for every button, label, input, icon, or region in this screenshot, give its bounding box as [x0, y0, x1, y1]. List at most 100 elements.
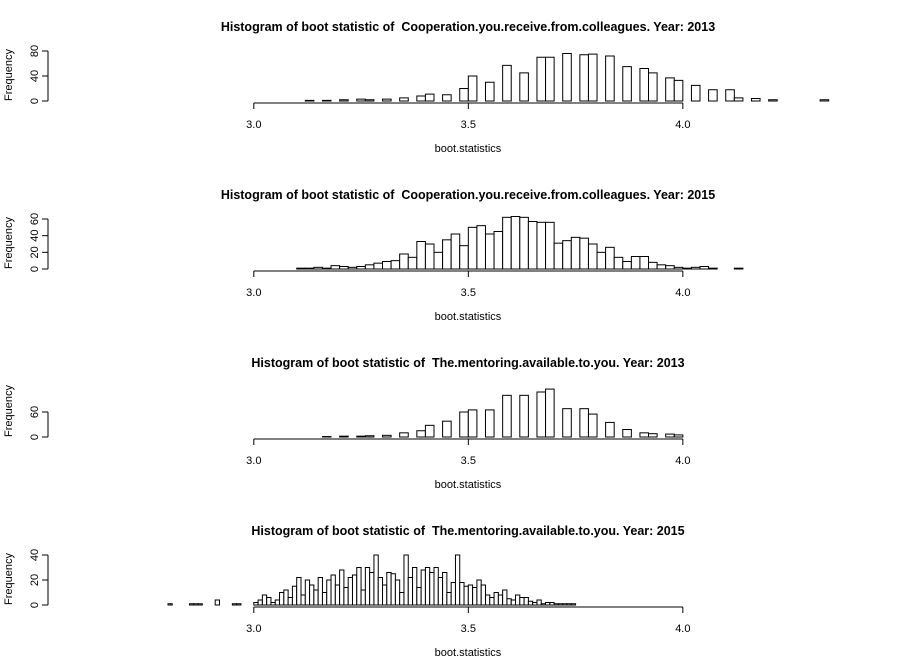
bar	[279, 592, 285, 606]
bar	[527, 600, 534, 606]
bar	[296, 267, 306, 270]
bar	[515, 594, 521, 606]
bar	[214, 599, 220, 606]
bar	[665, 265, 675, 270]
bar	[750, 98, 761, 102]
bar	[193, 603, 199, 606]
bar	[562, 240, 572, 270]
bar	[639, 256, 650, 270]
bar	[412, 567, 418, 606]
bar	[648, 433, 658, 438]
x-axis-label: boot.statistics	[435, 311, 502, 323]
bar	[527, 221, 538, 270]
bar	[442, 239, 452, 270]
bar	[304, 99, 315, 102]
bar	[313, 589, 319, 606]
bar	[330, 574, 336, 606]
bar	[605, 246, 615, 270]
bar	[416, 587, 422, 606]
bar	[502, 64, 512, 102]
bar	[467, 584, 474, 606]
bar	[536, 56, 547, 102]
bar	[536, 391, 547, 438]
bar	[733, 267, 744, 270]
bar	[424, 567, 431, 606]
bar	[768, 99, 778, 102]
bar	[356, 266, 366, 270]
bar	[690, 84, 701, 102]
bar	[553, 603, 559, 606]
bar	[476, 225, 486, 270]
bar	[257, 599, 263, 606]
bar	[605, 421, 615, 438]
bar	[673, 79, 684, 102]
bar	[545, 221, 555, 270]
bar	[416, 430, 426, 438]
bar	[545, 56, 555, 102]
x-tick-label: 3.0	[246, 623, 261, 635]
bar	[562, 408, 572, 438]
bar	[407, 577, 414, 606]
bar	[622, 429, 632, 438]
bar	[489, 597, 495, 606]
bar	[382, 584, 388, 606]
bar	[304, 267, 315, 270]
bar	[536, 221, 547, 270]
y-tick-label: 0	[29, 98, 41, 104]
bar	[549, 602, 555, 606]
bar	[665, 433, 675, 438]
bar	[639, 68, 650, 102]
bar	[416, 241, 426, 270]
bar	[506, 598, 512, 606]
bar	[536, 599, 542, 606]
bar	[450, 233, 461, 270]
y-axis-label: Frequency	[3, 553, 15, 605]
bar	[519, 394, 529, 438]
bar	[442, 94, 452, 102]
bar	[493, 231, 504, 270]
y-tick-label: 80	[29, 45, 41, 57]
bar	[502, 589, 508, 606]
bar	[459, 582, 465, 606]
bar	[587, 243, 598, 270]
bar	[399, 432, 409, 438]
bar	[429, 572, 435, 606]
bar	[519, 216, 529, 270]
bar	[390, 260, 401, 270]
bar	[300, 594, 306, 606]
bar	[270, 602, 276, 606]
bar	[330, 265, 341, 270]
bar	[433, 567, 439, 606]
bar	[523, 597, 529, 606]
bar	[459, 411, 469, 438]
bar	[463, 585, 469, 606]
bar	[356, 435, 366, 438]
bar	[390, 573, 396, 606]
bar	[467, 226, 478, 270]
x-tick-label: 3.0	[246, 119, 261, 131]
bar	[283, 589, 289, 606]
bar	[480, 584, 486, 606]
bar	[459, 245, 469, 270]
y-tick-label: 40	[29, 549, 41, 561]
bar	[382, 434, 392, 438]
bar	[231, 603, 238, 606]
bar	[656, 264, 667, 270]
bar	[364, 264, 375, 270]
bar	[317, 577, 323, 606]
bar	[399, 592, 405, 606]
bar	[553, 242, 564, 270]
bar	[364, 567, 371, 606]
bar	[708, 267, 718, 270]
bar	[819, 99, 830, 102]
bar	[493, 592, 499, 606]
bar	[351, 574, 358, 606]
bar	[321, 592, 328, 606]
chart-title: Histogram of boot statistic of The.mento…	[251, 524, 684, 538]
bar	[484, 594, 491, 606]
y-tick-label: 20	[29, 574, 41, 586]
bar	[587, 413, 598, 438]
bar	[699, 266, 710, 270]
y-tick-label: 60	[29, 406, 41, 418]
